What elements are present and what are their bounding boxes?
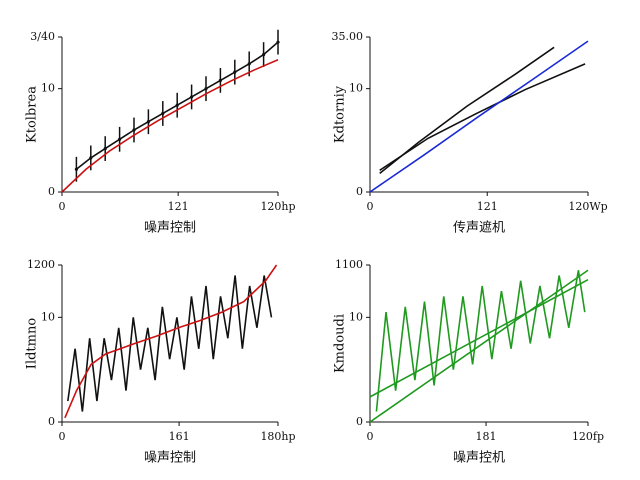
x-tick-label: 121 — [168, 200, 189, 213]
y-tick-label: 1200 — [27, 258, 55, 271]
point — [262, 52, 266, 57]
y-tick-label: 3/40 — [30, 30, 55, 43]
y-tick-label: 10 — [41, 82, 55, 95]
point — [161, 111, 165, 116]
x-tick-label: 0 — [367, 200, 374, 213]
x-axis-title: 传声遮机 — [453, 220, 505, 236]
x-tick-label: 120fp — [572, 430, 604, 443]
series-line — [375, 270, 586, 412]
series-line — [67, 275, 273, 412]
series-line — [61, 58, 279, 193]
y-tick-label: 0 — [48, 415, 55, 428]
x-axis-title: 噪声控制 — [144, 221, 196, 236]
y-axis-title: Kmdoudi — [333, 314, 348, 373]
point — [118, 137, 122, 141]
y-tick-label: 0 — [356, 185, 363, 198]
point — [74, 167, 78, 171]
x-axis-title: 噪声控机 — [453, 451, 505, 466]
point — [103, 147, 107, 151]
y-tick-label: 10 — [349, 82, 363, 95]
series-line — [369, 278, 589, 398]
x-tick-label: 0 — [367, 430, 374, 443]
series-line — [369, 40, 589, 193]
y-tick-label: 10 — [349, 310, 363, 323]
y-tick-label: 35.00 — [332, 30, 364, 43]
x-tick-label: 180hp — [260, 430, 295, 443]
point — [204, 87, 208, 91]
point — [89, 156, 93, 160]
point — [175, 103, 179, 107]
series-line — [379, 63, 586, 171]
y-axis-title: Ktolbrea — [25, 86, 40, 143]
y-tick-label: 0 — [356, 415, 363, 428]
x-tick-label: 161 — [169, 430, 190, 443]
point — [146, 120, 150, 124]
y-tick-label: 0 — [48, 185, 55, 198]
series-line — [369, 269, 589, 423]
y-tick-label: 1100 — [335, 258, 363, 271]
y-axis-title: Ildtmno — [25, 318, 40, 370]
series-line — [64, 264, 278, 419]
x-axis-title: 噪声控制 — [144, 451, 196, 466]
point — [233, 70, 237, 74]
point — [218, 78, 222, 82]
point — [132, 128, 136, 132]
point — [247, 62, 251, 66]
x-tick-label: 121 — [477, 200, 498, 213]
x-tick-label: 120hp — [260, 200, 295, 213]
x-tick-label: 120Wp — [568, 200, 607, 213]
y-tick-label: 10 — [41, 310, 55, 323]
x-tick-label: 181 — [476, 430, 497, 443]
y-axis-title: Kdtorniy — [333, 85, 348, 143]
series-line — [379, 46, 555, 175]
point — [190, 95, 194, 99]
x-tick-label: 0 — [59, 430, 66, 443]
point — [276, 40, 280, 44]
x-tick-label: 0 — [59, 200, 66, 213]
